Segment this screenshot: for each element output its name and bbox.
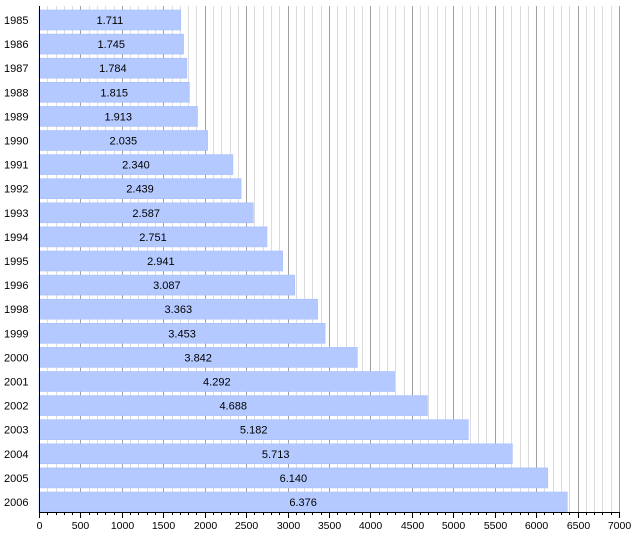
value-label: 1.784 xyxy=(99,63,127,75)
value-label: 3.087 xyxy=(153,280,181,292)
category-label: 1994 xyxy=(4,232,28,244)
x-tick-label: 500 xyxy=(72,520,90,532)
category-label: 2000 xyxy=(4,352,28,364)
x-tick-label: 4500 xyxy=(401,520,425,532)
value-label: 6.376 xyxy=(289,497,317,509)
value-label: 2.587 xyxy=(132,208,160,220)
value-label: 1.745 xyxy=(98,39,126,51)
category-label: 1995 xyxy=(4,256,28,268)
category-label: 1988 xyxy=(4,87,28,99)
x-tick-label: 1000 xyxy=(111,520,135,532)
category-label: 1990 xyxy=(4,136,28,148)
value-label: 1.913 xyxy=(104,111,132,123)
x-tick-label: 6000 xyxy=(525,520,549,532)
x-tick-label: 4000 xyxy=(359,520,383,532)
value-label: 2.941 xyxy=(147,256,175,268)
value-label: 2.751 xyxy=(139,232,167,244)
x-tick-label: 7000 xyxy=(608,520,632,532)
category-label: 1992 xyxy=(4,184,28,196)
x-tick-label: 3500 xyxy=(318,520,342,532)
value-label: 1.815 xyxy=(100,87,128,99)
category-label: 1987 xyxy=(4,63,28,75)
value-label: 5.713 xyxy=(262,449,290,461)
value-label: 2.340 xyxy=(122,160,150,172)
x-tick-label: 5500 xyxy=(484,520,508,532)
x-tick-label: 6500 xyxy=(567,520,591,532)
value-label: 6.140 xyxy=(280,473,308,485)
category-label: 1985 xyxy=(4,15,28,27)
value-label: 3.842 xyxy=(184,352,212,364)
value-label: 4.292 xyxy=(203,377,231,389)
value-label: 3.453 xyxy=(168,328,196,340)
x-tick-label: 2500 xyxy=(235,520,259,532)
x-tick-label: 1500 xyxy=(152,520,176,532)
value-label: 4.688 xyxy=(219,401,247,413)
category-label: 2005 xyxy=(4,473,28,485)
x-tick-label: 0 xyxy=(37,520,43,532)
x-tick-label: 3000 xyxy=(277,520,301,532)
category-label: 1996 xyxy=(4,280,28,292)
category-label: 1986 xyxy=(4,39,28,51)
value-label: 5.182 xyxy=(240,425,268,437)
value-label: 1.711 xyxy=(97,15,124,27)
value-label: 3.363 xyxy=(165,304,193,316)
x-tick-label: 5000 xyxy=(442,520,466,532)
category-label: 2004 xyxy=(4,449,28,461)
category-label: 2002 xyxy=(4,401,28,413)
category-label: 1991 xyxy=(4,160,28,172)
category-label: 2006 xyxy=(4,497,28,509)
category-label: 1993 xyxy=(4,208,28,220)
value-label: 2.439 xyxy=(126,184,154,196)
category-label: 1999 xyxy=(4,328,28,340)
category-label: 2003 xyxy=(4,425,28,437)
x-tick-label: 2000 xyxy=(194,520,218,532)
category-label: 1989 xyxy=(4,111,28,123)
value-label: 2.035 xyxy=(110,136,138,148)
category-label: 1998 xyxy=(4,304,28,316)
category-label: 2001 xyxy=(4,377,28,389)
